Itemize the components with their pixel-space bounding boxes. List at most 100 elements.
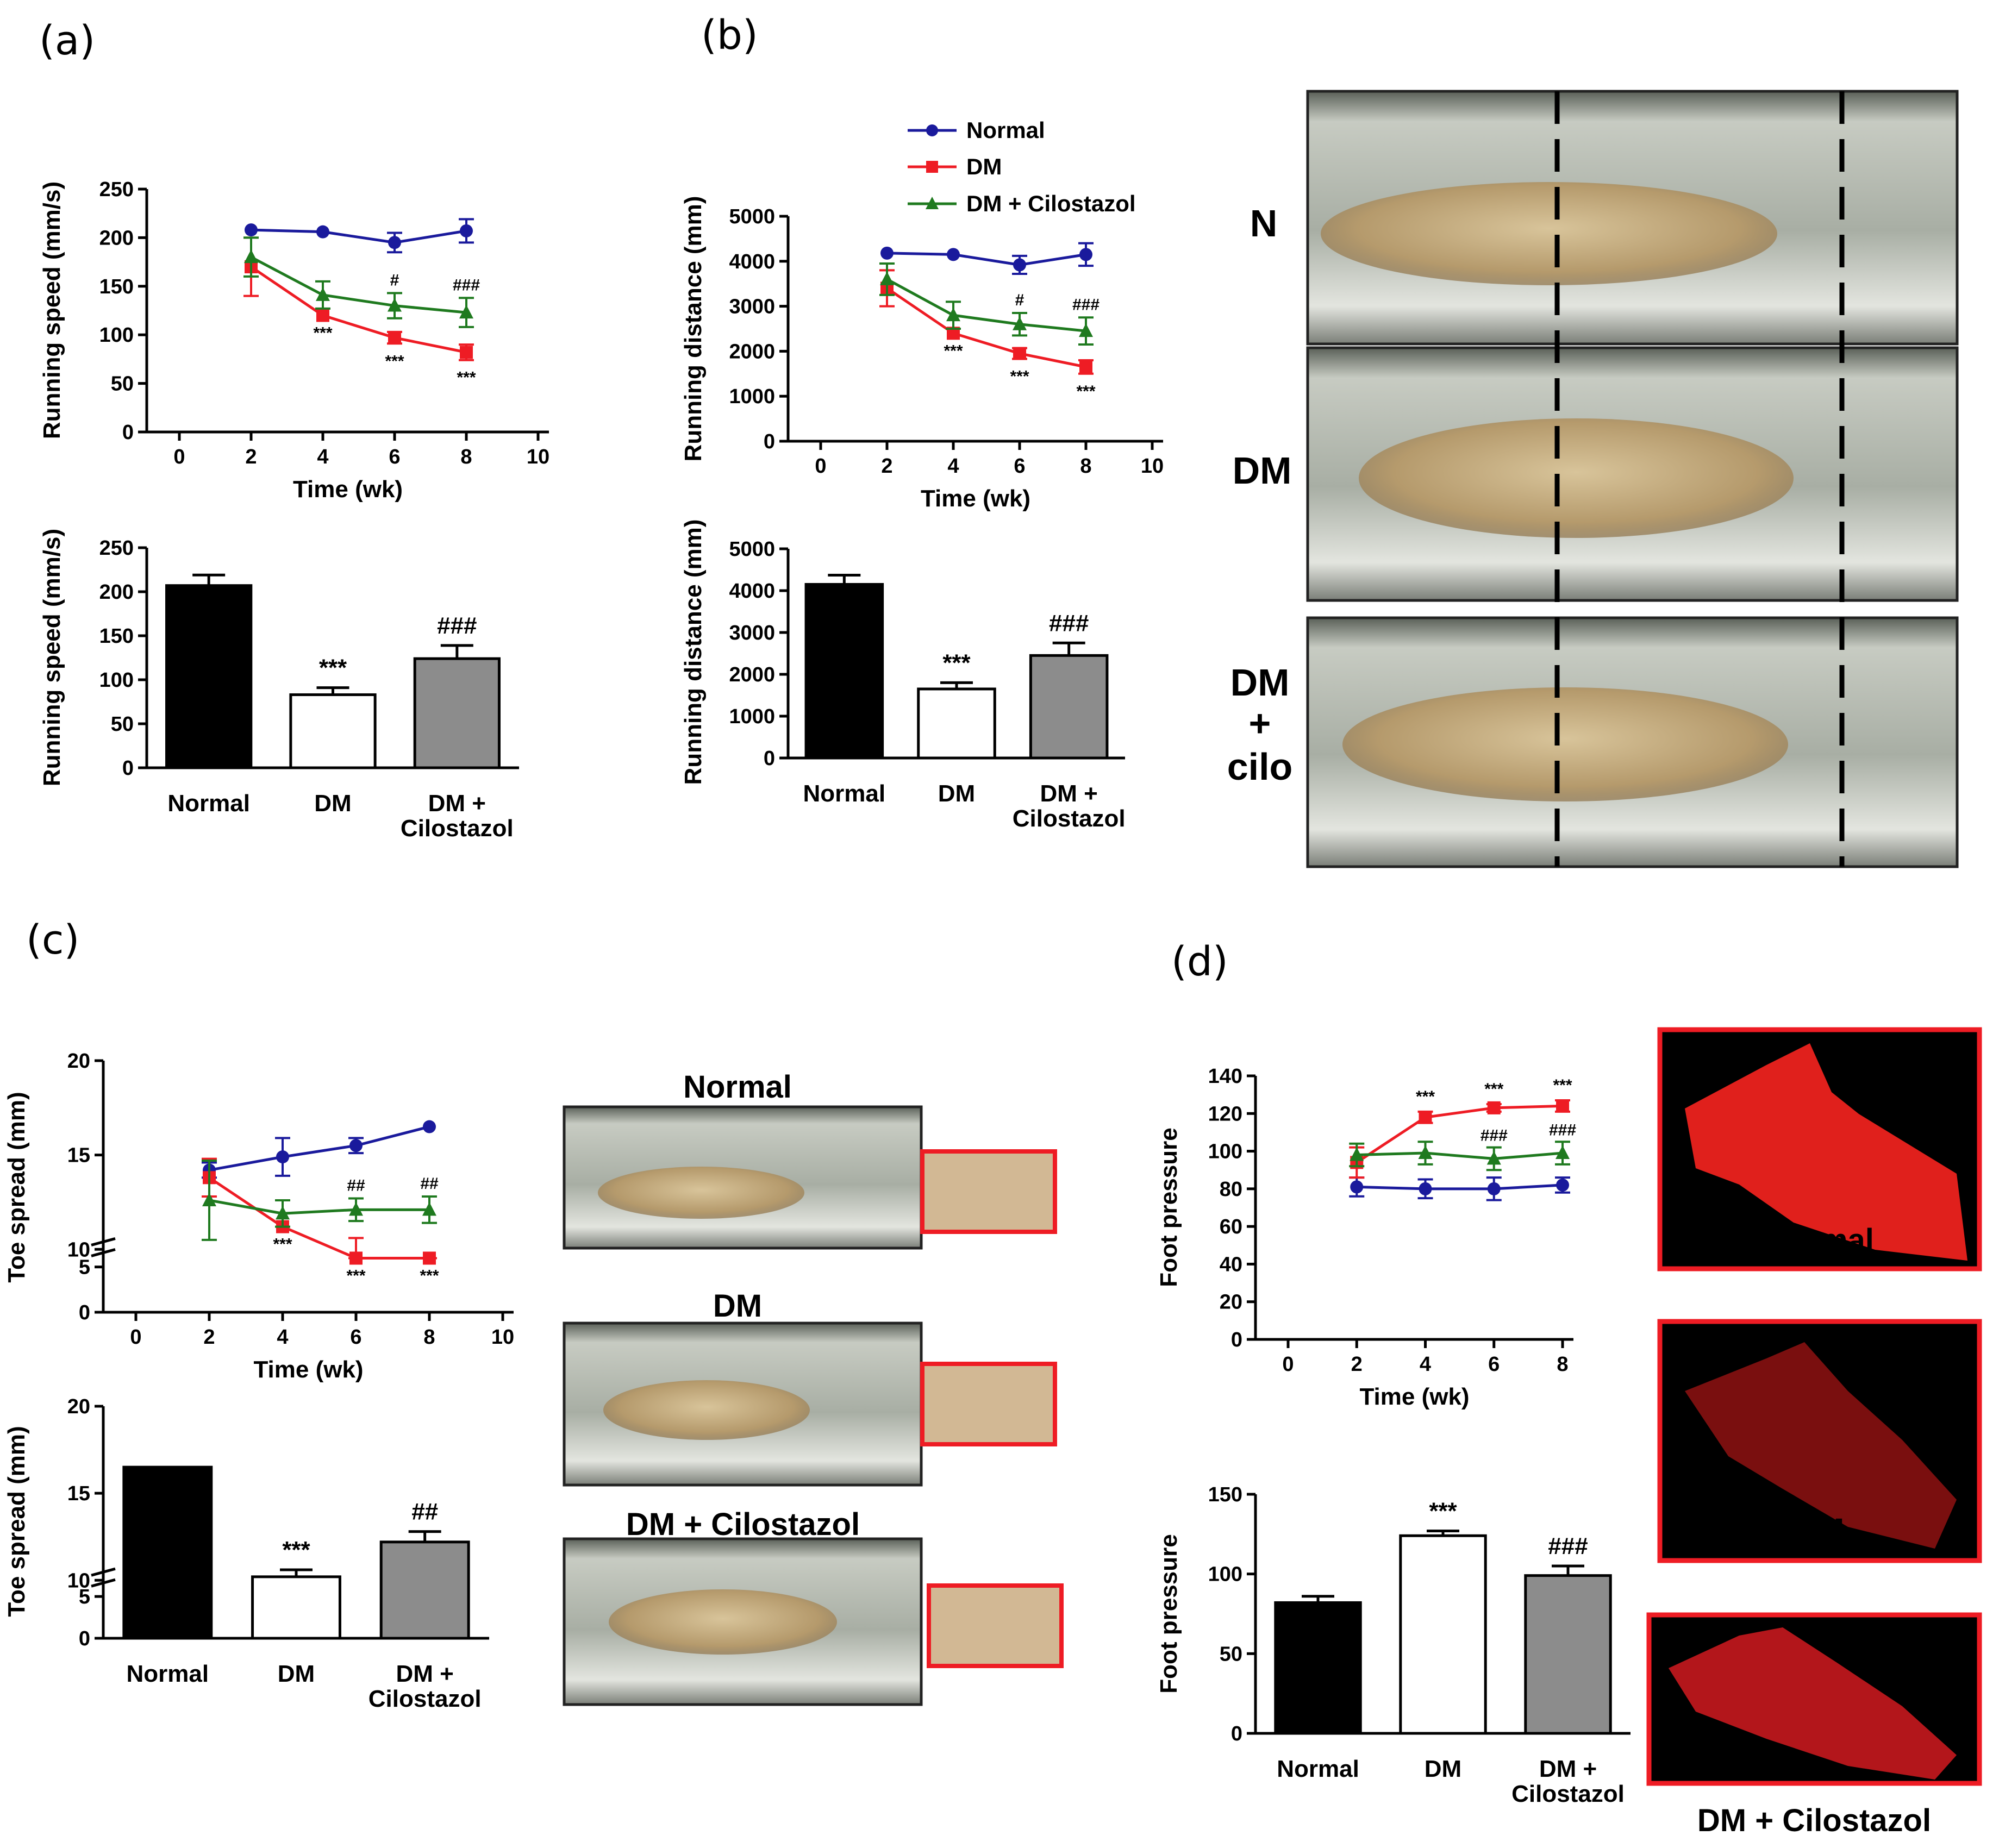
- paw-inset-cilo: [927, 1583, 1064, 1668]
- y-tick-label: 5000: [729, 205, 775, 228]
- significance-marker: ###: [1049, 610, 1089, 636]
- y-tick-label: 150: [99, 275, 134, 298]
- y-tick-label: 10: [67, 1238, 90, 1261]
- panel-label-c: (c): [26, 917, 79, 963]
- significance-marker: ##: [420, 1175, 439, 1193]
- paw-inset-normal: [920, 1149, 1057, 1234]
- x-tick-label: 0: [815, 455, 826, 478]
- y-tick-label: 5: [79, 1256, 90, 1279]
- x-tick-label: 2: [1351, 1353, 1363, 1376]
- y-tick-label: 50: [111, 373, 134, 396]
- data-point: [1556, 1099, 1569, 1113]
- x-tick-label: 10: [527, 446, 549, 468]
- significance-marker: ***: [1010, 367, 1029, 385]
- y-tick-label: 3000: [729, 296, 775, 318]
- data-point: [1079, 323, 1093, 337]
- data-point: [1556, 1178, 1569, 1192]
- panel-label-d: (d): [1171, 938, 1228, 985]
- y-tick-label: 0: [79, 1627, 90, 1650]
- series-line-0: [1357, 1183, 1563, 1191]
- footprint-caption-normal: Normal: [1765, 1223, 1874, 1258]
- data-point: [316, 287, 330, 301]
- data-point: [459, 305, 473, 319]
- y-tick-label: 1000: [729, 385, 775, 408]
- x-tick-label: 4: [947, 455, 959, 478]
- legend-label-normal: Normal: [966, 117, 1045, 143]
- y-tick-label: 20: [1220, 1291, 1242, 1314]
- significance-marker: ###: [1072, 296, 1100, 314]
- y-tick-label: 250: [99, 178, 134, 201]
- footprint-caption-dm: DM: [1795, 1512, 1844, 1548]
- data-point: [1486, 1151, 1501, 1165]
- y-tick-label: 0: [79, 1301, 90, 1324]
- gait-photo-strip: [1306, 90, 1959, 868]
- x-tick-label: 2: [881, 455, 892, 478]
- significance-marker: ***: [346, 1267, 365, 1285]
- x-axis-title: Time (wk): [293, 476, 403, 503]
- significance-marker: #: [1015, 291, 1025, 309]
- bar-0: [165, 584, 253, 769]
- data-point: [349, 1202, 363, 1216]
- y-tick-label: 150: [99, 625, 134, 648]
- y-tick-label: 0: [1231, 1722, 1242, 1745]
- series-line-2: [250, 255, 467, 314]
- bar-0: [122, 1465, 213, 1640]
- y-tick-label: 0: [122, 421, 134, 444]
- bar-2: [413, 657, 501, 769]
- toe-photo-title-cilo: DM + Cilostazol: [626, 1507, 860, 1542]
- toe-photo-title-dm: DM: [713, 1288, 762, 1324]
- data-point: [460, 346, 473, 359]
- y-tick-label: 100: [1208, 1141, 1242, 1163]
- y-tick-label: 3000: [729, 622, 775, 644]
- data-point: [276, 1150, 289, 1164]
- data-point: [1556, 1145, 1570, 1160]
- y-tick-label: 15: [67, 1482, 90, 1505]
- y-tick-label: 4000: [729, 580, 775, 603]
- y-tick-label: 20: [67, 1395, 90, 1418]
- category-label: Cilostazol: [401, 815, 514, 842]
- legend-label-dm: DM: [966, 154, 1002, 179]
- x-tick-label: 6: [350, 1326, 361, 1349]
- legend-marker-cilo: [926, 197, 939, 209]
- data-point: [1079, 360, 1092, 374]
- y-axis-title: Foot pressure: [1155, 1127, 1182, 1287]
- y-tick-label: 140: [1208, 1065, 1242, 1088]
- data-point: [316, 309, 329, 322]
- series-line-2: [886, 278, 1086, 333]
- toe-photo-column: [563, 1105, 1064, 1706]
- category-label: DM: [1425, 1756, 1461, 1782]
- significance-marker: ###: [1548, 1533, 1588, 1559]
- y-tick-label: 2000: [729, 663, 775, 686]
- toe-rat-normal: [598, 1167, 804, 1219]
- significance-marker: ***: [1416, 1088, 1435, 1106]
- y-tick-label: 50: [111, 713, 134, 736]
- x-tick-label: 8: [1557, 1353, 1568, 1376]
- legend-marker-normal: [926, 124, 938, 136]
- series-line-0: [886, 252, 1086, 266]
- series-line-1: [250, 265, 467, 354]
- category-label: DM: [278, 1661, 315, 1687]
- data-point: [245, 223, 258, 237]
- rat-cilo: [1342, 687, 1788, 801]
- significance-marker: ***: [385, 352, 404, 370]
- category-label: DM: [938, 780, 975, 807]
- data-point: [388, 236, 401, 249]
- significance-marker: ***: [1076, 383, 1095, 400]
- y-tick-label: 4000: [729, 250, 775, 273]
- y-tick-label: 80: [1220, 1178, 1242, 1201]
- y-tick-label: 20: [67, 1050, 90, 1073]
- significance-marker: ***: [282, 1537, 310, 1563]
- panel-label-a: (a): [39, 17, 95, 64]
- data-point: [422, 1202, 436, 1216]
- data-point: [1013, 347, 1026, 360]
- y-tick-label: 150: [1208, 1483, 1242, 1506]
- x-axis-title: Time (wk): [921, 485, 1030, 512]
- x-tick-label: 8: [460, 446, 472, 468]
- y-tick-label: 60: [1220, 1216, 1242, 1238]
- photo-row-label-n: N: [1250, 202, 1278, 245]
- x-tick-label: 2: [245, 446, 257, 468]
- toe-photo-title-normal: Normal: [683, 1069, 792, 1105]
- chart-running-speed-bar: 0 50 100 150 200 250 Running speed (mm/s) Norma…: [39, 529, 519, 842]
- y-axis-title: Running speed (mm/s): [39, 529, 65, 786]
- category-label: Normal: [167, 790, 250, 817]
